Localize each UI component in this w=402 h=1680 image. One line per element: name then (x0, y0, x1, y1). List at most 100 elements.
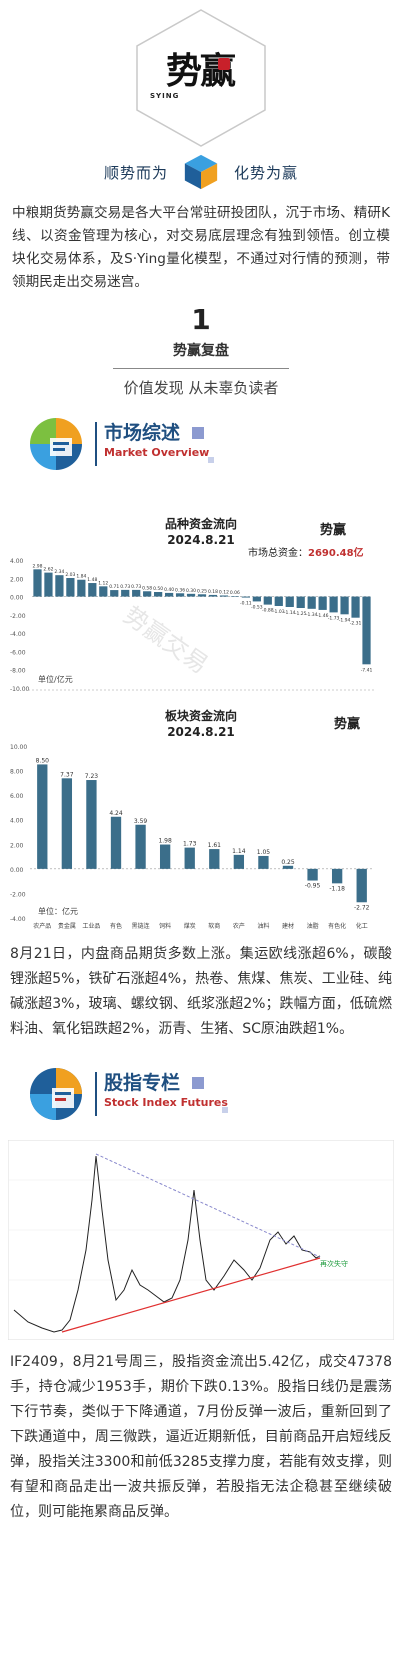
category-label: 软商 (208, 922, 220, 930)
deco-square-icon (192, 427, 204, 439)
motto-right: 化势为赢 (234, 163, 299, 182)
price-annotation: 再次失守 (320, 1259, 348, 1268)
bar-value-label: 0.50 (153, 586, 163, 592)
bar (154, 592, 163, 597)
chart1-watermark: 势赢交易 (119, 601, 214, 679)
chart1-date: 2024.8.21 (167, 533, 235, 547)
bar-value-label: -0.53 (251, 604, 263, 610)
y-tick-label: 10.00 (10, 744, 27, 751)
pie-chart-icon (30, 418, 82, 470)
support-trendline (61, 1257, 321, 1333)
bar-value-label: 0.40 (164, 587, 174, 593)
chart2-bars: 8.50 农产品 7.37 贵金属 7.23 工业品 4.24 有色 3.59 黑链连 1.98 饲料… (33, 757, 369, 930)
price-line (13, 1155, 321, 1333)
bar (241, 596, 250, 598)
category-label: 饲料 (159, 922, 171, 930)
y-tick-label: 4.00 (10, 818, 24, 825)
bar-value-label: 0.73 (120, 584, 130, 590)
bar-value-label: -1.14 (284, 610, 296, 616)
bar-value-label: 7.23 (85, 773, 99, 780)
bar-value-label: 1.84 (76, 574, 86, 580)
category-label: 贵金属 (58, 922, 76, 930)
bar (263, 596, 272, 605)
chart2-unit: 单位：亿元 (38, 906, 78, 916)
bar-value-label: -1.03 (273, 609, 285, 615)
bar-value-label: 0.25 (281, 859, 295, 866)
section-divider (113, 368, 289, 369)
deco-square-icon (192, 1077, 204, 1089)
variety-fund-flow-svg: 品种资金流向 2024.8.21 势赢 市场总资金：2690.48亿 势赢交易 … (10, 516, 374, 693)
bar-value-label: 0.58 (142, 585, 152, 591)
bar (164, 592, 174, 597)
y-tick-label: -4.00 (10, 631, 26, 638)
chart1-logo: 势赢 (320, 522, 346, 538)
bar (61, 778, 73, 869)
bar-value-label: -1.18 (329, 885, 345, 892)
y-tick-label: 6.00 (10, 793, 24, 800)
bar (66, 578, 75, 597)
bar (44, 572, 53, 597)
bar (351, 596, 360, 618)
bar (258, 855, 269, 869)
y-tick-label: -8.00 (10, 668, 26, 675)
bar (340, 596, 349, 615)
logo-seal-icon (218, 58, 230, 70)
bar-value-label: 0.06 (230, 590, 240, 596)
stock-index-paragraph: IF2409，8月21号周三，股指资金流出5.42亿，成交47378手，持仓减少… (10, 1354, 392, 1520)
price-chart-frame (8, 1140, 394, 1340)
bar (252, 596, 261, 602)
bar (132, 589, 141, 597)
chart2-axis: 10.00 8.00 6.00 4.00 2.00 0.00 -2.00 -4.00 (10, 744, 374, 923)
bar (175, 593, 185, 597)
bar (135, 824, 146, 869)
deco-square-small-icon (208, 457, 214, 463)
bar (99, 586, 108, 597)
bar-value-label: 1.98 (158, 838, 172, 845)
category-label: 化工 (356, 922, 368, 930)
bar (329, 596, 338, 613)
bar-value-label: 1.14 (232, 848, 246, 855)
bar (159, 844, 171, 869)
bar-value-label: 1.48 (87, 577, 97, 583)
y-tick-label: 2.00 (10, 576, 24, 583)
stock-index-price-svg: 再次失守 (8, 1140, 394, 1340)
bar-value-label: -1.34 (306, 612, 318, 618)
bar-value-label: -1.94 (339, 617, 351, 623)
chart2-logo: 势赢 (334, 716, 360, 732)
bar (55, 575, 64, 597)
y-tick-label: 8.00 (10, 769, 24, 776)
category-label: 油脂 (307, 922, 319, 930)
motto-left: 顺势而为 (103, 163, 168, 182)
bar-value-label: 0.18 (208, 589, 218, 595)
bar (307, 868, 318, 881)
chart1-title: 品种资金流向 (165, 516, 237, 531)
bar (219, 595, 229, 597)
bar (233, 854, 245, 869)
sector-fund-flow-svg: 板块资金流向 2024.8.21 势赢 10.00 8.00 6.00 4.00 2.0… (10, 708, 374, 930)
bar (356, 868, 367, 903)
logo-subtext: SYING (150, 92, 180, 100)
y-tick-label: 2.00 (10, 842, 24, 849)
bar-value-label: -0.11 (240, 601, 252, 607)
category-label: 煤炭 (184, 922, 196, 930)
motto-row: 顺势而为 化势为赢 (0, 150, 402, 194)
bar (184, 847, 195, 869)
bar (33, 569, 42, 597)
price-grid (8, 1179, 394, 1281)
bar (143, 591, 152, 597)
bar-value-label: -1.25 (295, 611, 307, 617)
stock-index-title: 股指专栏 (104, 1072, 181, 1094)
stock-index-subtitle: Stock Index Futures (104, 1096, 228, 1109)
bar-value-label: -0.95 (305, 883, 321, 890)
bar-value-label: 0.71 (109, 584, 119, 590)
bar-value-label: 8.50 (36, 757, 50, 764)
y-tick-label: 0.00 (10, 595, 24, 602)
chart1-total-label: 市场总资金：2690.48亿 (248, 546, 364, 559)
bar (121, 589, 130, 597)
bar-value-label: -7.41 (361, 667, 373, 673)
category-label: 建材 (282, 922, 294, 930)
y-tick-label: -2.00 (10, 891, 26, 898)
category-label: 有色 (110, 922, 122, 930)
bar (86, 780, 97, 869)
resistance-trendline (95, 1153, 321, 1258)
